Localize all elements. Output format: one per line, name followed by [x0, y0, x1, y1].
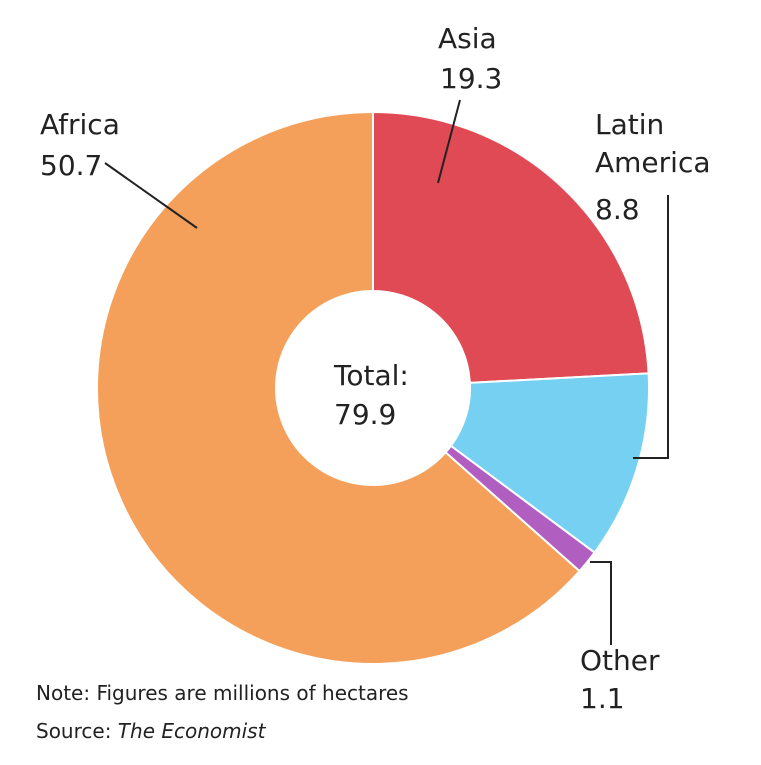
- source: Source: The Economist: [36, 719, 265, 743]
- total-label: Total:: [333, 359, 409, 392]
- category-label: Latin America: [595, 108, 711, 179]
- source-label: Source:: [36, 719, 112, 743]
- note: Note: Figures are millions of hectares: [36, 681, 409, 705]
- slice: [449, 372, 650, 554]
- source-name: The Economist: [117, 719, 266, 743]
- leader-line: [104, 162, 198, 229]
- value-label: 8.8: [595, 193, 640, 226]
- value-label: 50.7: [40, 149, 102, 182]
- value-label: 19.3: [440, 62, 502, 95]
- value-label: 1.1: [580, 682, 625, 715]
- leader-line: [437, 99, 461, 184]
- slice: [96, 110, 581, 665]
- leader-line: [590, 561, 612, 645]
- leader-line: [633, 195, 669, 459]
- category-label: Other: [580, 644, 660, 677]
- category-label: Africa: [40, 108, 120, 141]
- slice: [372, 110, 650, 384]
- total-value: 79.9: [334, 398, 396, 431]
- category-label: Asia: [438, 22, 497, 55]
